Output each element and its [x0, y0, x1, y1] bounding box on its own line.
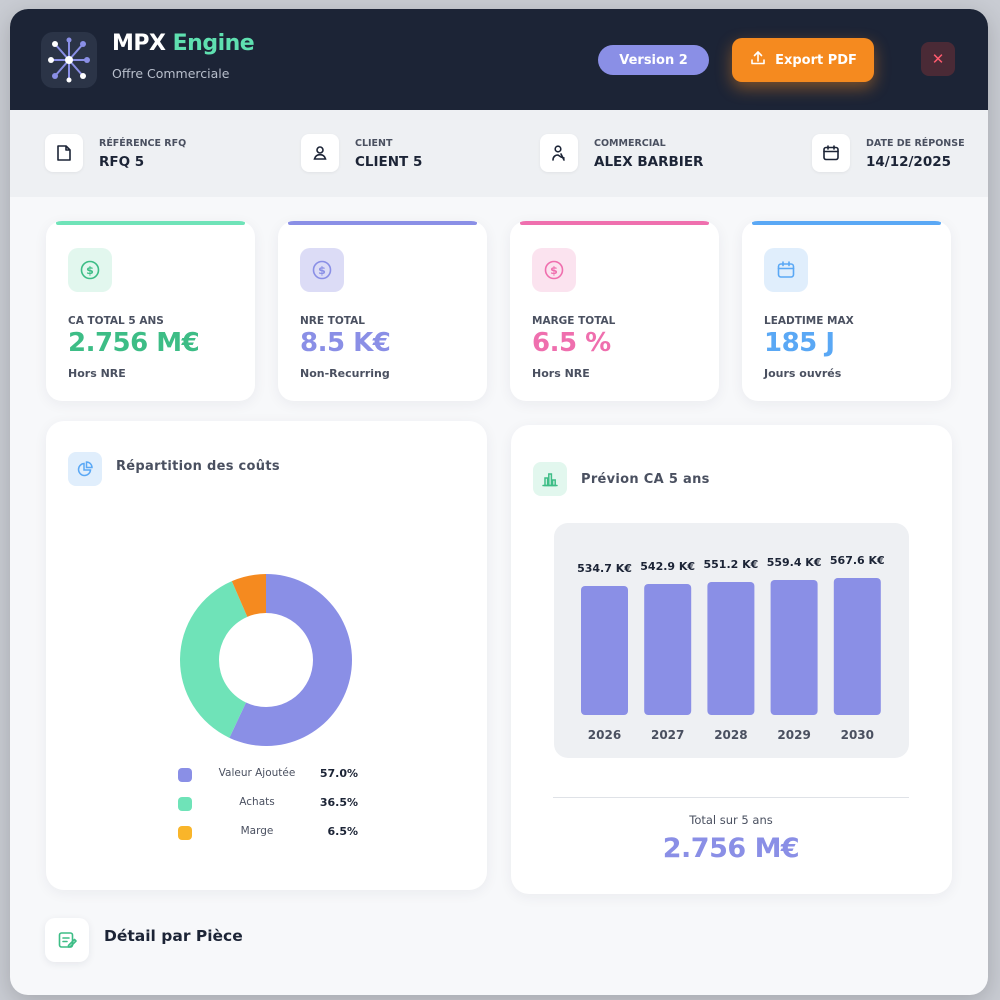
kpi-sub: Hors NRE	[532, 367, 590, 380]
info-value: ALEX BARBIER	[594, 154, 704, 170]
document-icon	[45, 134, 83, 172]
panel-title: Prévion CA 5 ans	[581, 472, 710, 487]
dollar-icon: $	[68, 248, 112, 292]
total-value: 2.756 M€	[662, 833, 800, 864]
version-badge[interactable]: Version 2	[598, 45, 709, 75]
legend-label: Marge	[240, 825, 274, 837]
legend-swatch	[178, 768, 192, 782]
donut-slice-valeur-ajoutée	[229, 574, 352, 746]
bar-2029	[770, 579, 818, 715]
donut-slice-achats	[180, 581, 248, 738]
kpi-accent-bar	[288, 221, 477, 225]
kpi-sub: Hors NRE	[68, 367, 126, 380]
app-subtitle: Offre Commerciale	[112, 66, 230, 81]
dollar-icon: $	[532, 248, 576, 292]
legend-percent: 6.5%	[327, 825, 358, 838]
x-tick-label: 2029	[777, 728, 810, 742]
kpi-value: 6.5 %	[532, 328, 611, 358]
kpi-accent-bar	[56, 221, 245, 225]
calendar-icon	[812, 134, 850, 172]
legend-percent: 36.5%	[319, 796, 358, 809]
bar-data-label: 542.9 K€	[640, 560, 695, 573]
kpi-value: 2.756 M€	[68, 328, 200, 358]
kpi-card-nre-total: $ NRE TOTAL 8.5 K€ Non-Recurring	[278, 221, 487, 401]
legend-item: Valeur Ajoutée 57.0%	[178, 767, 358, 783]
edit-icon	[45, 918, 89, 962]
kpi-value: 8.5 K€	[300, 328, 391, 358]
kpi-sub: Jours ouvrés	[764, 367, 842, 380]
bar-data-label: 534.7 K€	[577, 562, 632, 575]
panel-title: Répartition des coûts	[116, 459, 280, 474]
salesperson-icon	[540, 134, 578, 172]
divider	[553, 797, 909, 798]
dollar-icon: $	[300, 248, 344, 292]
legend-swatch	[178, 797, 192, 811]
svg-text:$: $	[86, 264, 94, 277]
kpi-label: LEADTIME MAX	[764, 315, 854, 327]
bar-2030	[833, 578, 881, 715]
bar-chart-icon	[533, 462, 567, 496]
kpi-sub: Non-Recurring	[300, 367, 390, 380]
legend-item: Achats 36.5%	[178, 796, 358, 812]
kpi-accent-bar	[752, 221, 941, 225]
upload-icon	[749, 49, 767, 71]
forecast-panel: Prévion CA 5 ans 534.7 K€ 2026 542.9 K€ 202…	[511, 425, 952, 894]
legend-label: Achats	[239, 796, 275, 808]
user-icon	[301, 134, 339, 172]
info-label: RÉFÉRENCE RFQ	[99, 138, 187, 149]
top-bar: MPX Engine Offre Commerciale Version 2 E…	[10, 9, 988, 110]
pie-chart-icon	[68, 452, 102, 486]
svg-text:$: $	[318, 264, 326, 277]
export-pdf-label: Export PDF	[775, 52, 857, 68]
total-label: Total sur 5 ans	[689, 813, 773, 827]
legend-swatch	[178, 826, 192, 840]
legend-label: Valeur Ajoutée	[218, 767, 296, 779]
bar-data-label: 567.6 K€	[830, 554, 885, 567]
legend-item: Marge 6.5%	[178, 825, 358, 841]
info-label: COMMERCIAL	[594, 138, 666, 149]
info-value: RFQ 5	[99, 154, 145, 170]
x-tick-label: 2026	[588, 728, 621, 742]
kpi-label: CA TOTAL 5 ANS	[68, 315, 164, 327]
app-title-accent: Engine	[172, 31, 255, 56]
forecast-bar-chart: 534.7 K€ 2026 542.9 K€ 2027 551.2 K€ 2028 559.…	[577, 554, 885, 742]
app-title-main: MPX	[112, 31, 166, 56]
calendar-icon	[764, 248, 808, 292]
kpi-label: MARGE TOTAL	[532, 315, 616, 327]
x-tick-label: 2027	[651, 728, 684, 742]
logo-icon	[41, 32, 97, 88]
bar-data-label: 551.2 K€	[703, 558, 758, 571]
section-title-detail: Détail par Pièce	[104, 927, 243, 945]
kpi-label: NRE TOTAL	[300, 315, 365, 327]
x-tick-label: 2030	[841, 728, 874, 742]
kpi-card-ca-total: $ CA TOTAL 5 ANS 2.756 M€ Hors NRE	[46, 221, 255, 401]
info-label: CLIENT	[355, 138, 393, 149]
kpi-value: 185 J	[764, 328, 835, 358]
info-value: CLIENT 5	[355, 154, 423, 170]
info-label: DATE DE RÉPONSE	[866, 138, 965, 149]
bar-2026	[581, 585, 628, 715]
cost-donut-chart	[180, 574, 352, 746]
bar-2028	[707, 581, 755, 715]
cost-distribution-panel: Répartition des coûts Valeur Ajoutée 57.…	[46, 421, 487, 890]
kpi-card-marge-total: $ MARGE TOTAL 6.5 % Hors NRE	[510, 221, 719, 401]
info-value: 14/12/2025	[866, 154, 952, 170]
svg-text:$: $	[550, 264, 558, 277]
bar-data-label: 559.4 K€	[767, 556, 822, 569]
export-pdf-button[interactable]: Export PDF	[732, 38, 874, 82]
x-tick-label: 2028	[714, 728, 747, 742]
app-window: MPX Engine Offre Commerciale Version 2 E…	[10, 9, 988, 995]
bar-2027	[644, 583, 692, 715]
kpi-card-leadtime-max: LEADTIME MAX 185 J Jours ouvrés	[742, 221, 951, 401]
app-title: MPX Engine	[112, 31, 255, 56]
donut-slice-marge	[231, 574, 266, 617]
close-button[interactable]: ✕	[921, 42, 955, 76]
kpi-accent-bar	[520, 221, 709, 225]
legend-percent: 57.0%	[319, 767, 358, 780]
